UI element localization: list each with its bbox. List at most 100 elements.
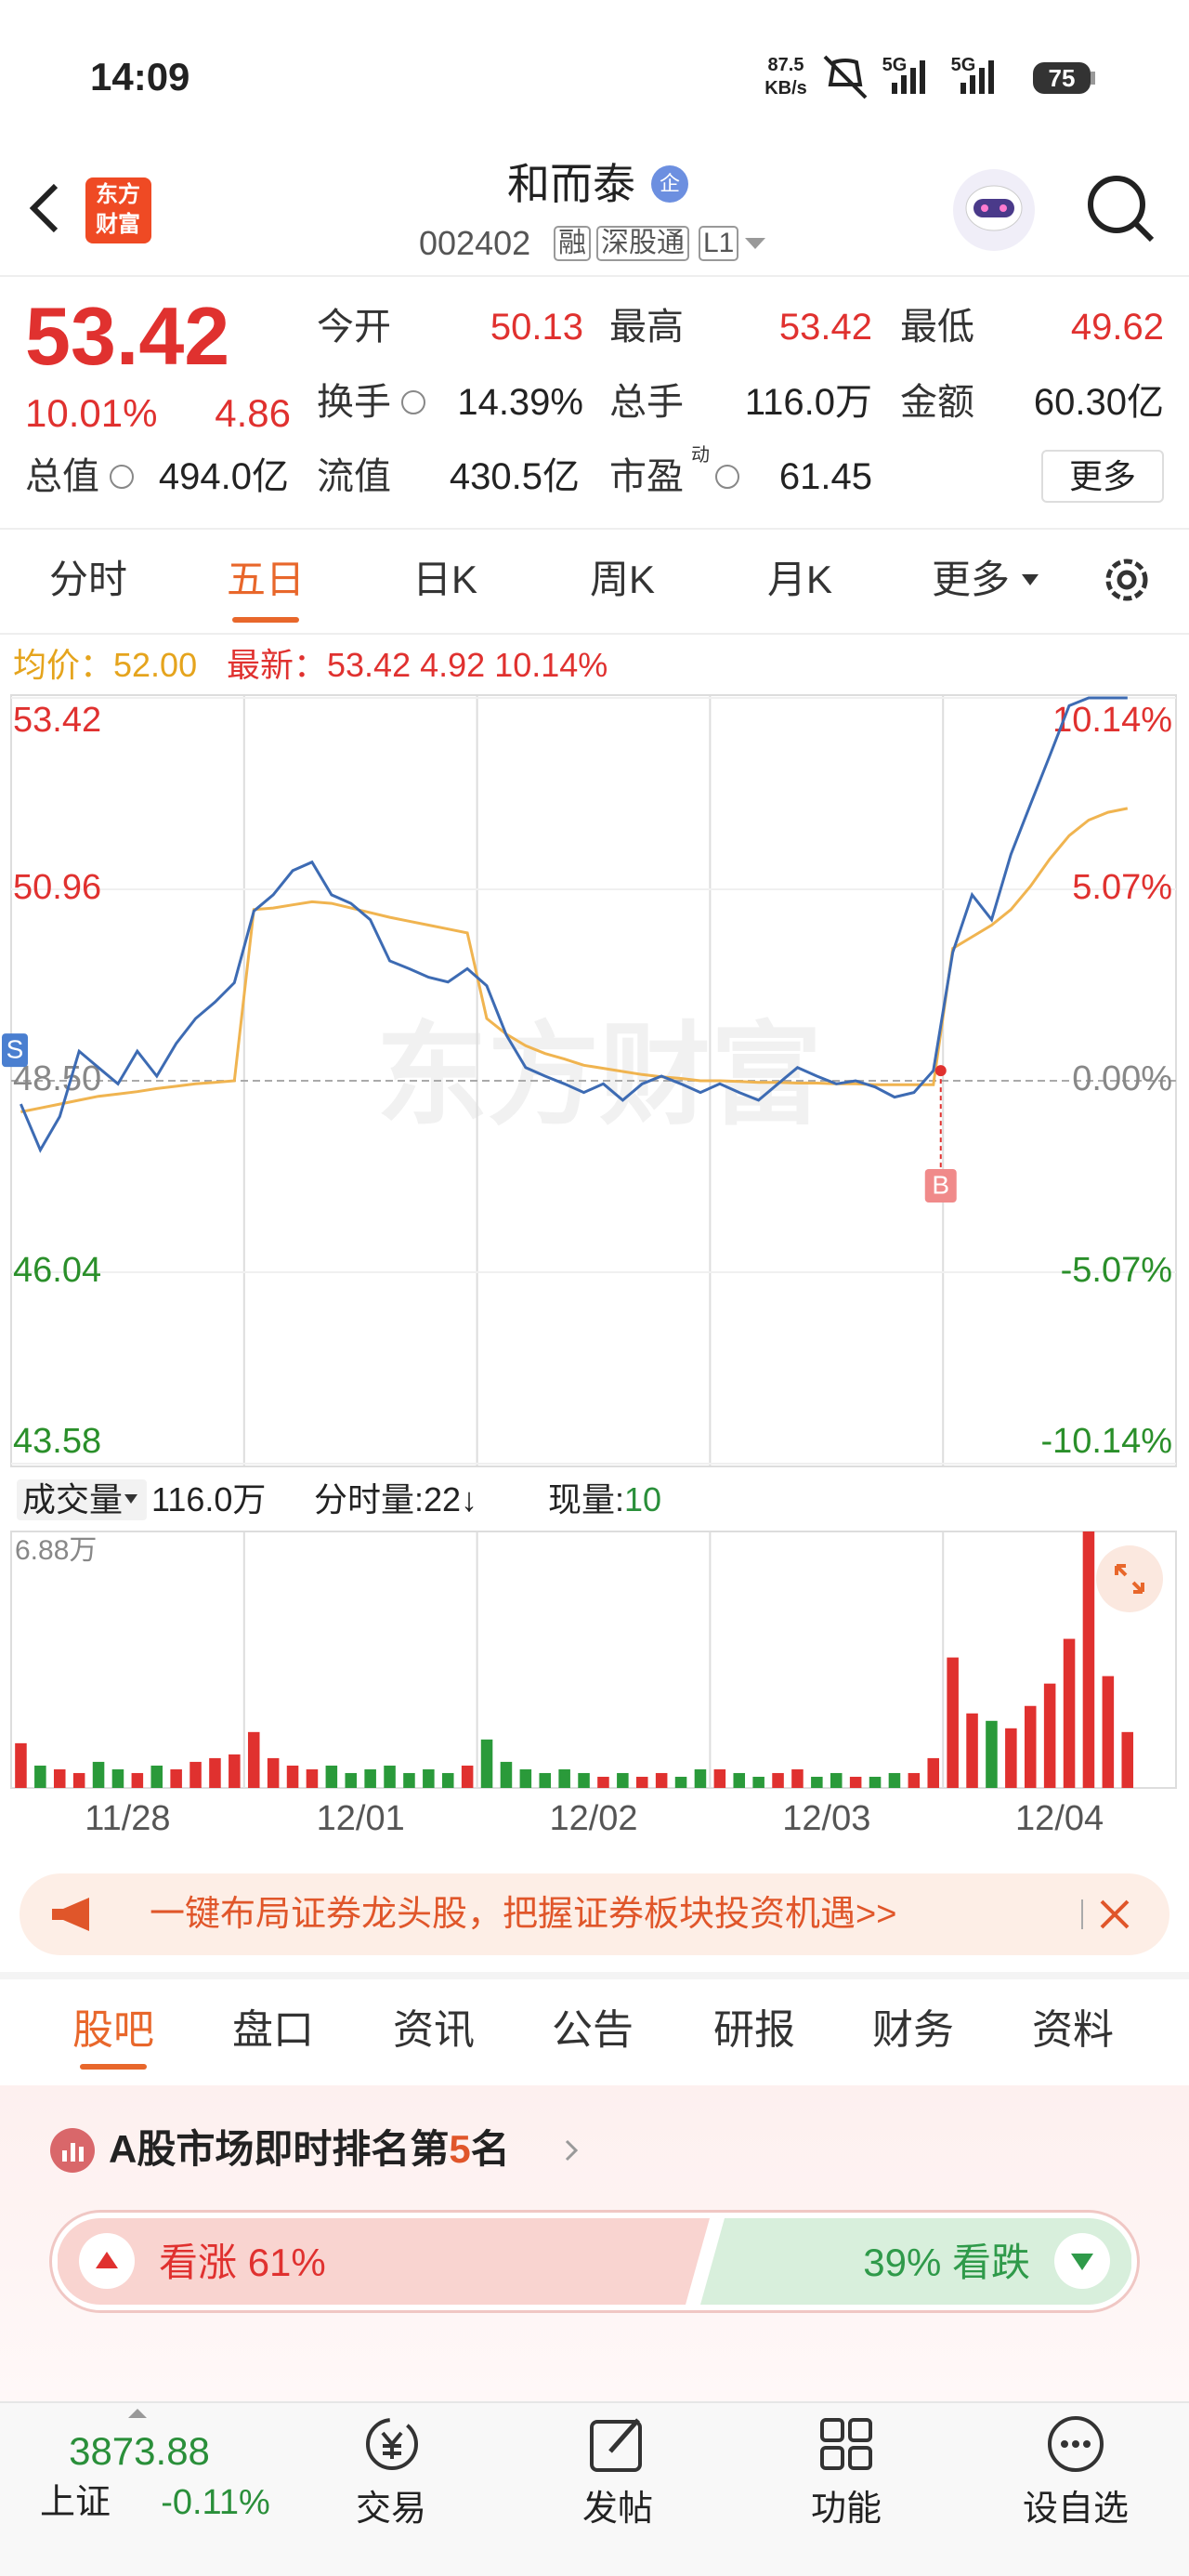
volume-bar [869,1776,882,1788]
value: 61% [247,2241,326,2284]
gap [0,1972,1189,1979]
volume-bar [461,1765,474,1788]
volume-bar [286,1765,299,1788]
ranking-icon [50,2128,95,2173]
volume-bar [674,1776,687,1788]
badge-text: 企 [659,172,681,195]
volume-bar [306,1768,319,1788]
settings-button[interactable] [1099,552,1155,608]
content-tab[interactable]: 财务 [872,2007,954,2053]
volume-bar [927,1757,940,1788]
ad-banner[interactable] [20,1873,1169,1955]
dropdown[interactable] [741,232,769,255]
dropdown [124,1494,137,1504]
volume-selector[interactable] [17,1479,147,1520]
chart-tab[interactable]: 月K [766,558,833,601]
sentiment-fill [58,2218,1131,2305]
volume-bar [1121,1731,1134,1788]
avg-label: 均价：52.00 [13,649,197,682]
search-button[interactable] [1083,171,1157,245]
text: A股市场即时排名第 [109,2127,450,2171]
tag: 深股通 [596,226,689,261]
nav-item[interactable]: 交易 [355,2490,427,2529]
volume-bar [655,1772,668,1788]
volume-bar [345,1772,358,1788]
nav-item[interactable]: 功能 [810,2490,882,2529]
index-value[interactable]: 3873.88 [69,2429,210,2473]
value: 39% [863,2241,942,2284]
chart: 东方财富 43.58 46.04 48.50 50.96 53.42 -10.14% -5.0… [2,694,1177,1838]
volume-bar [364,1768,376,1788]
content-tab[interactable]: 盘口 [232,2007,314,2053]
chart-tab[interactable]: 日K [412,558,478,601]
volume-bar [325,1765,338,1788]
expand-button[interactable] [1096,1545,1163,1612]
price: 53.42 [25,290,230,382]
volume-bar [441,1772,454,1788]
status-icons [823,55,1095,99]
divider [0,275,1189,277]
volume-bar [966,1713,978,1788]
y2-tick-label: 10.14% [1052,701,1172,740]
logo-text: 东方 [96,182,140,207]
stat-value: 60.30亿 [1033,382,1164,423]
content-tab-active[interactable]: 股吧 [72,2007,154,2053]
back-button[interactable] [22,180,69,236]
divider [0,528,1189,530]
volume-bar [888,1772,901,1788]
stat-value: 49.62 [1070,307,1164,348]
caret [128,2409,147,2418]
info-icon[interactable] [401,390,425,414]
stat-label: 总值 [25,456,99,497]
network: 5G [882,55,908,75]
volume-frame [10,1531,1177,1789]
separator [1081,1899,1083,1929]
ranking-text[interactable]: A股市场即时排名第5名 [109,2130,510,2169]
bear-label: 39% 看跌 [863,2243,1030,2282]
chart-tab-active[interactable]: 五日 [226,558,306,601]
watermark: 东方财富 [376,1014,822,1138]
close-button[interactable] [1098,1898,1131,1931]
info-icon[interactable] [110,465,134,489]
last-label: 最新：53.42 4.92 10.14% [227,649,608,682]
stat-value: 50.13 [490,307,583,348]
volume-bar [403,1772,415,1788]
value: 10 [624,1480,662,1518]
avatar[interactable] [949,165,1039,255]
volume-bar [92,1761,105,1788]
y-tick-label: 50.96 [13,868,101,907]
text: 看涨 [159,2241,238,2284]
chart-tab[interactable]: 更多 [931,558,1011,601]
volume-bar [849,1776,862,1788]
volume-bar [480,1739,493,1788]
nav-item[interactable]: 发帖 [581,2490,654,2529]
more-button[interactable] [1041,450,1164,503]
chart-tab[interactable]: 周K [589,558,656,601]
chart-tab[interactable]: 分时 [48,558,128,601]
stat-value: 61.45 [778,456,872,497]
sell-marker [2,1033,28,1068]
content-tab[interactable]: 资讯 [393,2007,475,2053]
stat-label: 总手 [609,382,684,423]
trade-icon [366,2418,418,2470]
volume-bar [830,1772,843,1788]
logo-text: 财富 [96,212,140,237]
content-tab[interactable]: 公告 [552,2007,634,2053]
volume-bar [170,1768,182,1788]
stat-value: 14.39% [457,382,583,423]
volume-bar [617,1772,629,1788]
volume-bar [1024,1705,1037,1788]
tick-volume: 分时量:22↓ [314,1483,477,1517]
volume-bar [947,1657,959,1788]
content-tab[interactable]: 资料 [1032,2007,1114,2053]
volume-bar [34,1765,46,1788]
function-icon [820,2418,872,2470]
current-volume: 现量:10 [548,1483,661,1517]
volume-bar [209,1757,221,1788]
nav-item[interactable]: 设自选 [1022,2490,1130,2529]
info-icon[interactable] [715,465,739,489]
content-tab[interactable]: 研报 [713,2007,795,2053]
volume-bar [1102,1676,1115,1788]
volume-bar [247,1731,260,1788]
